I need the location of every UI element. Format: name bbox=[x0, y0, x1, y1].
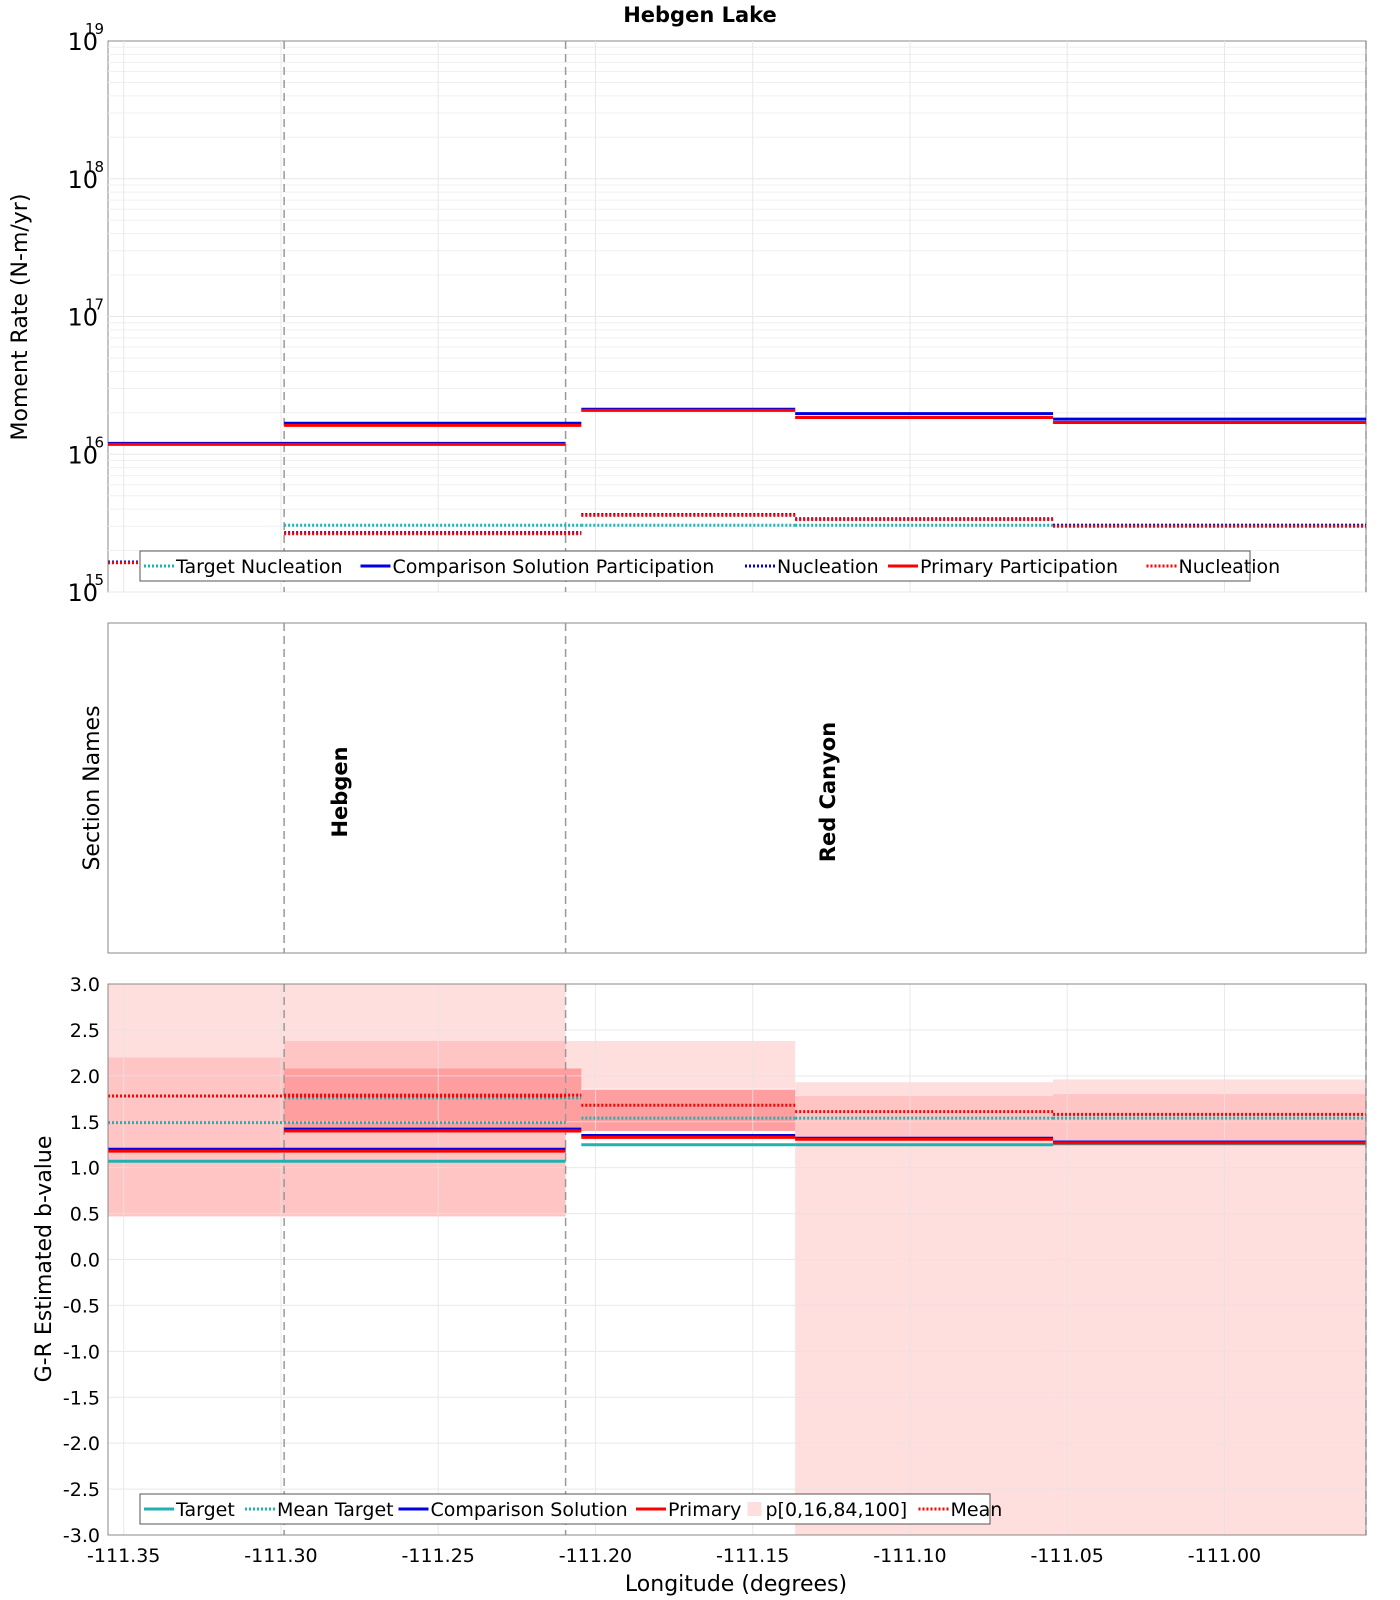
legend-entry: Nucleation bbox=[1179, 556, 1281, 578]
section-names-frame bbox=[107, 622, 1367, 954]
x-axis-label: Longitude (degrees) bbox=[625, 1572, 847, 1597]
y-tick-label: -2.0 bbox=[63, 1433, 100, 1455]
chart-title: Hebgen Lake bbox=[623, 3, 777, 27]
b-value-percentile-bands bbox=[108, 984, 1366, 1535]
y-tick-label: 3.0 bbox=[70, 974, 100, 996]
y-tick-label: 0.5 bbox=[70, 1204, 100, 1226]
section-names-boundaries bbox=[283, 623, 1367, 953]
section-label-hebgen: Hebgen bbox=[328, 746, 352, 837]
legend-entry: Primary bbox=[668, 1499, 741, 1521]
y-tick-label: 1.0 bbox=[70, 1158, 100, 1180]
y-tick-label: -0.5 bbox=[63, 1295, 100, 1317]
moment-rate-y-label: Moment Rate (N-m/yr) bbox=[8, 194, 33, 441]
y-tick-label: 1.5 bbox=[70, 1112, 100, 1134]
section-label-red-canyon: Red Canyon bbox=[816, 722, 840, 862]
b-value-panel: 3.0 2.5 2.0 1.5 1.0 0.5 0.0 -0.5 -1.0 -1.5 -2.0 -2.… bbox=[32, 974, 1367, 1597]
b-value-x-ticks: -111.35 -111.30 -111.25 -111.20 -111.15 -111.… bbox=[87, 1545, 1261, 1567]
legend-entry: Mean Target bbox=[277, 1499, 394, 1521]
legend-entry: Primary Participation bbox=[920, 556, 1118, 578]
y-tick-label: -3.0 bbox=[63, 1525, 100, 1547]
percentile-band bbox=[795, 1082, 1054, 1535]
b-value-series bbox=[108, 1093, 1366, 1163]
x-tick-label: -111.20 bbox=[559, 1545, 632, 1567]
y-tick-label: -1.0 bbox=[63, 1341, 100, 1363]
legend-entry: Nucleation bbox=[777, 556, 879, 578]
moment-rate-series bbox=[108, 407, 1366, 565]
y-tick-label-base: 10 bbox=[67, 28, 98, 56]
moment-rate-legend: Target Nucleation Comparison Solution Par… bbox=[139, 550, 1281, 582]
x-tick-label: -111.05 bbox=[1031, 1545, 1104, 1567]
b-value-y-ticks: 3.0 2.5 2.0 1.5 1.0 0.5 0.0 -0.5 -1.0 -1.5 -2.0 -2.… bbox=[63, 974, 100, 1547]
x-tick-label: -111.10 bbox=[873, 1545, 946, 1567]
y-tick-label-base: 10 bbox=[67, 579, 98, 607]
x-tick-label: -111.00 bbox=[1188, 1545, 1261, 1567]
b-value-frame bbox=[107, 983, 1367, 1536]
moment-rate-grid bbox=[108, 41, 1366, 593]
legend-entry: p[0,16,84,100] bbox=[766, 1499, 908, 1521]
y-tick-label-exponent: 17 bbox=[85, 296, 104, 314]
x-tick-label: -111.35 bbox=[87, 1545, 160, 1567]
legend-entry: Target Nucleation bbox=[175, 556, 343, 578]
section-names-y-label: Section Names bbox=[80, 705, 105, 870]
legend-box bbox=[139, 550, 1251, 582]
y-tick-label: -2.5 bbox=[63, 1479, 100, 1501]
percentile-band bbox=[1053, 1079, 1366, 1535]
x-tick-label: -111.25 bbox=[402, 1545, 475, 1567]
legend-entry: Target bbox=[175, 1499, 235, 1521]
percentile-band bbox=[565, 1040, 796, 1089]
y-tick-label-base: 10 bbox=[67, 166, 98, 194]
legend-entry: Mean bbox=[951, 1499, 1003, 1521]
b-value-legend: Target Mean Target Comparison Solution Prim… bbox=[139, 1493, 1003, 1525]
y-tick-label: 2.0 bbox=[70, 1066, 100, 1088]
y-tick-label-exponent: 16 bbox=[85, 433, 104, 451]
y-tick-label: 0.0 bbox=[70, 1250, 100, 1272]
moment-rate-section-boundaries bbox=[283, 41, 1367, 592]
section-names-panel: Section Names Hebgen Red Canyon bbox=[80, 622, 1367, 954]
y-tick-label-exponent: 18 bbox=[85, 158, 104, 176]
y-tick-label: 2.5 bbox=[70, 1020, 100, 1042]
x-tick-label: -111.15 bbox=[716, 1545, 789, 1567]
legend-entry: Comparison Solution bbox=[431, 1499, 628, 1521]
legend-box bbox=[139, 1493, 991, 1525]
percentile-band bbox=[581, 1089, 796, 1131]
y-tick-label-exponent: 15 bbox=[85, 571, 104, 589]
legend-swatch bbox=[747, 1502, 762, 1516]
legend-entry: Comparison Solution Participation bbox=[393, 556, 715, 578]
percentile-band bbox=[108, 1057, 285, 1217]
y-tick-label: -1.5 bbox=[63, 1387, 100, 1409]
y-tick-label-base: 10 bbox=[67, 441, 98, 469]
x-tick-label: -111.30 bbox=[244, 1545, 317, 1567]
y-tick-label-base: 10 bbox=[67, 304, 98, 332]
b-value-y-label: G-R Estimated b-value bbox=[32, 1136, 57, 1383]
y-tick-label-exponent: 19 bbox=[85, 20, 104, 38]
